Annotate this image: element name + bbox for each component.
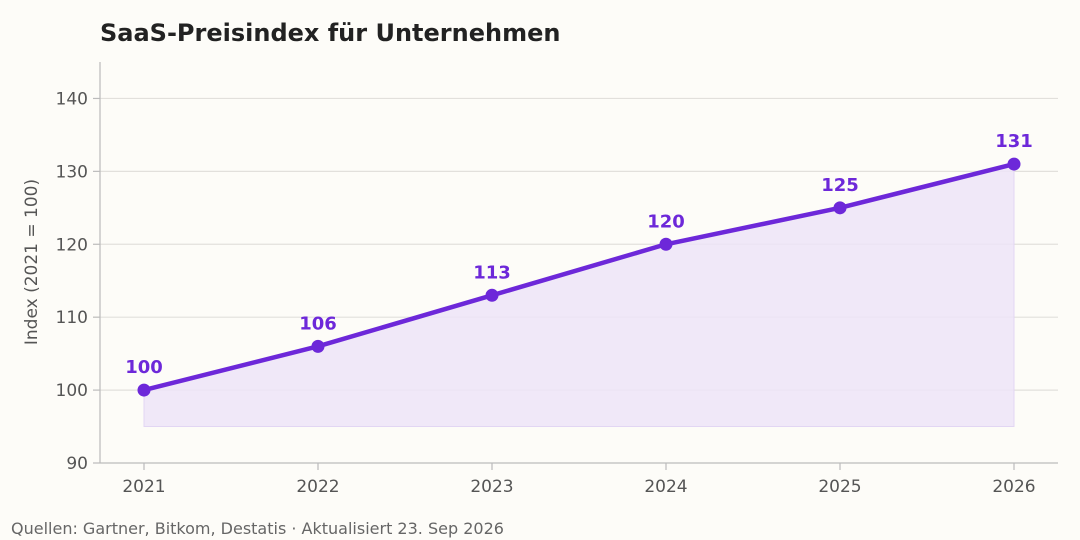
data-label: 125	[821, 175, 859, 196]
axis-layer: 90 100 110 120 130 140 2021 2022 2023 2024 2025 202…	[56, 62, 1058, 497]
data-point	[137, 383, 151, 397]
data-label: 100	[125, 357, 163, 378]
footer-source: Quellen: Gartner, Bitkom, Destatis · Akt…	[11, 519, 504, 538]
y-tick-label: 100	[56, 381, 88, 401]
label-layer: 100 106 113 120 125 131	[125, 131, 1033, 378]
x-tick-label: 2022	[296, 477, 339, 497]
data-point	[833, 201, 847, 215]
area-layer	[143, 163, 1015, 428]
series-line	[141, 161, 1017, 393]
data-point	[485, 288, 499, 302]
y-tick-label: 120	[56, 235, 88, 255]
line-layer	[141, 161, 1017, 393]
data-label: 106	[299, 313, 337, 334]
x-tick-label: 2025	[818, 477, 861, 497]
data-point	[1007, 157, 1021, 171]
y-tick-label: 140	[56, 89, 88, 109]
y-tick-label: 110	[56, 308, 88, 328]
x-tick-label: 2021	[122, 477, 165, 497]
y-axis-label: Index (2021 = 100)	[22, 179, 42, 345]
data-label: 131	[995, 131, 1033, 152]
x-tick-label: 2026	[992, 477, 1035, 497]
area-fill	[143, 163, 1015, 428]
data-label: 120	[647, 211, 685, 232]
x-tick-label: 2023	[470, 477, 513, 497]
data-label: 113	[473, 262, 511, 283]
point-layer	[137, 157, 1021, 397]
data-point	[311, 339, 325, 353]
y-tick-label: 130	[56, 162, 88, 182]
data-point	[659, 237, 673, 251]
y-tick-label: 90	[66, 454, 88, 474]
x-tick-label: 2024	[644, 477, 687, 497]
chart-title: SaaS-Preisindex für Unternehmen	[100, 19, 560, 47]
